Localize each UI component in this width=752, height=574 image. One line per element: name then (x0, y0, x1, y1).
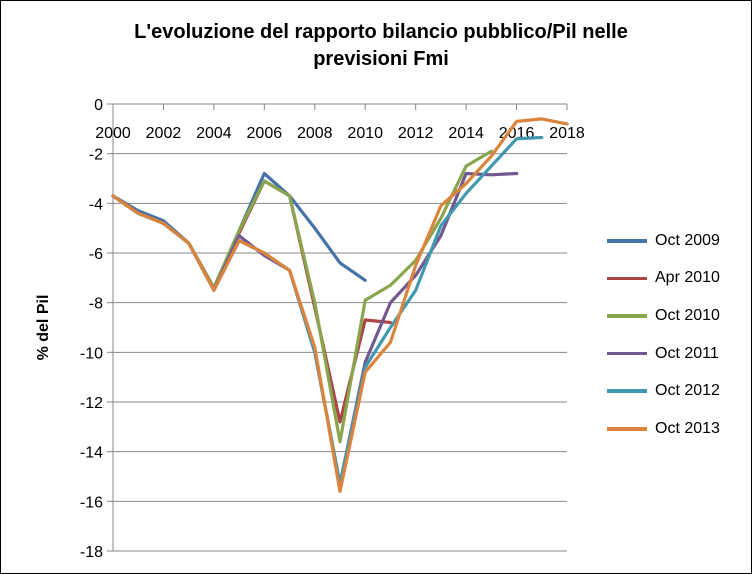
legend-swatch (607, 351, 647, 356)
y-tick-label: -2 (89, 147, 103, 164)
legend-swatch (607, 389, 647, 393)
legend-item: Oct 2012 (607, 372, 720, 410)
legend-swatch (607, 314, 647, 318)
series-line-2 (111, 149, 493, 444)
legend-label: Oct 2013 (655, 419, 720, 437)
legend-label: Oct 2012 (655, 382, 720, 400)
y-tick-label: -10 (80, 345, 103, 362)
x-tick-label: 2004 (196, 125, 232, 142)
series-line-3 (111, 171, 519, 486)
legend-swatch (607, 276, 647, 281)
legend-label: Oct 2010 (655, 306, 720, 324)
chart-title-line-1: L'evoluzione del rapporto bilancio pubbl… (134, 21, 628, 43)
x-tick-label: 2000 (95, 125, 131, 142)
legend-label: Oct 2011 (655, 344, 719, 362)
legend-swatch (607, 427, 647, 431)
x-tick-label: 2018 (549, 125, 585, 142)
x-tick-label: 2006 (247, 125, 283, 142)
x-tick-label: 2010 (347, 125, 383, 142)
y-tick-label: -14 (80, 445, 103, 462)
legend-item: Oct 2011 (607, 335, 720, 373)
chart-title: L'evoluzione del rapporto bilancio pubbl… (61, 19, 701, 73)
y-tick-label: -8 (89, 296, 103, 313)
series-line-4 (111, 135, 544, 486)
x-tick-label: 2008 (297, 125, 333, 142)
legend-label: Apr 2010 (655, 269, 720, 287)
y-axis-title: % del Pil (35, 295, 52, 361)
legend-swatch (607, 239, 647, 243)
axes: 0 -2 -4 -6 -8 -10 -12 -14 -16 -18 2000 2002 2004 2006… (35, 97, 585, 561)
x-tick-label: 2002 (146, 125, 182, 142)
y-tick-label: -4 (89, 196, 103, 213)
legend-item: Apr 2010 (607, 260, 720, 298)
legend-item: Oct 2009 (607, 222, 720, 260)
y-tick-label: -12 (80, 395, 103, 412)
series-line-5 (111, 117, 569, 493)
legend-label: Oct 2009 (655, 231, 720, 249)
legend-item: Oct 2010 (607, 297, 720, 335)
x-tick-label: 2014 (448, 125, 484, 142)
y-tick-label: 0 (94, 97, 103, 114)
y-tick-label: -6 (89, 246, 103, 263)
x-tick-label: 2012 (398, 125, 434, 142)
series-lines (111, 117, 569, 493)
legend-item: Oct 2013 (607, 410, 720, 448)
y-tick-label: -16 (80, 494, 103, 511)
legend: Oct 2009 Apr 2010 Oct 2010 Oct 2011 Oct 2012… (607, 222, 720, 448)
y-tick-label: -18 (80, 544, 103, 561)
chart-title-line-2: previsioni Fmi (313, 48, 449, 70)
